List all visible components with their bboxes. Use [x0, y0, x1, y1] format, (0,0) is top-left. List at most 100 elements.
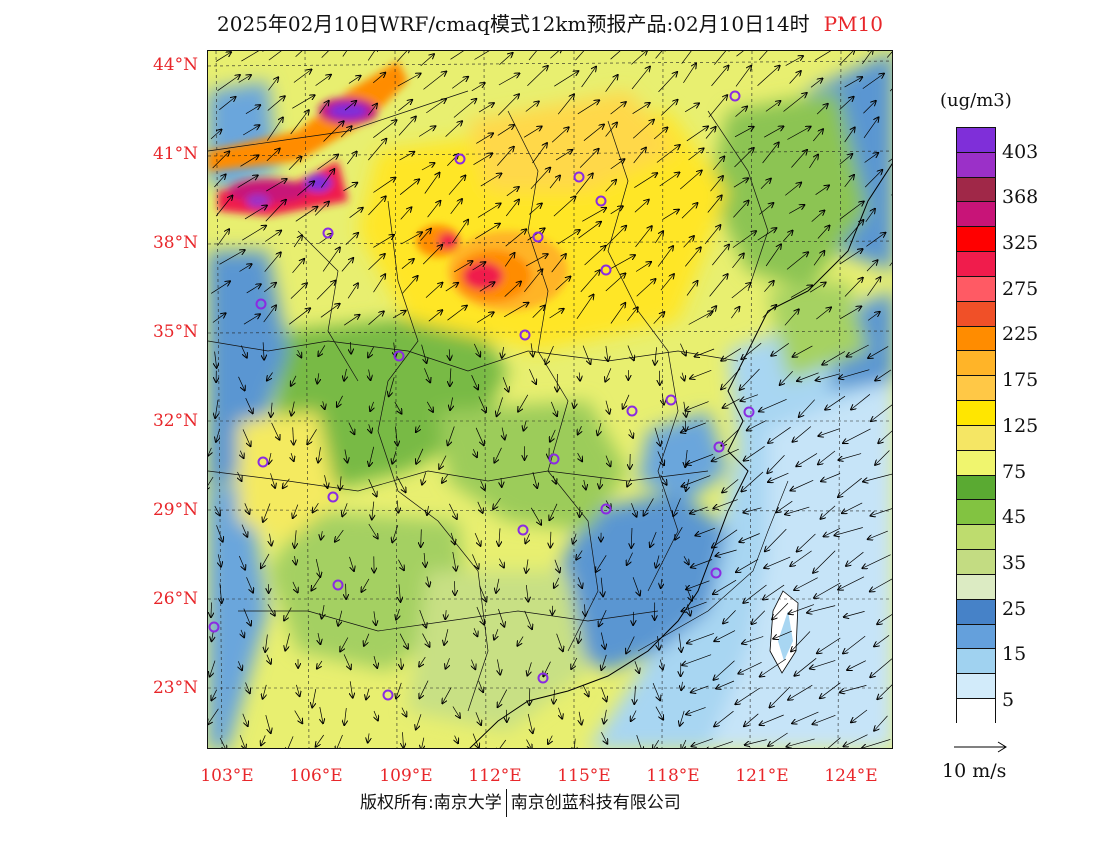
city-marker	[548, 453, 560, 465]
wind-arrow	[238, 376, 245, 391]
wind-arrow	[291, 375, 297, 386]
lat-label-29: 29°N	[152, 500, 198, 520]
wind-arrow	[367, 51, 378, 61]
wind-arrow	[655, 231, 663, 244]
wind-arrow	[875, 450, 890, 465]
wind-arrow	[601, 577, 603, 597]
wind-arrow	[261, 735, 265, 745]
wind-arrow	[208, 447, 211, 456]
wind-arrow	[680, 710, 685, 726]
wind-arrow	[474, 51, 490, 60]
wind-arrow	[298, 349, 302, 357]
wind-arrow	[658, 72, 678, 93]
wind-arrow	[871, 404, 892, 422]
legend-swatch	[957, 574, 995, 600]
wind-arrow	[688, 311, 713, 325]
wind-arrow	[656, 555, 659, 568]
wind-arrow	[215, 52, 231, 62]
wind-arrow	[691, 685, 709, 692]
wind-arrow	[451, 77, 468, 89]
legend-swatch	[957, 425, 995, 451]
wind-arrow	[368, 254, 385, 271]
wind-arrow	[450, 51, 464, 60]
wind-arrow	[322, 605, 325, 618]
wind-arrow	[241, 629, 244, 637]
wind-arrow	[762, 143, 779, 164]
wind-arrow	[866, 260, 878, 272]
wind-arrow	[780, 371, 793, 385]
wind-arrow	[498, 94, 519, 116]
wind-arrow	[877, 614, 892, 625]
wind-arrow	[605, 273, 626, 292]
wind-arrow	[600, 632, 605, 649]
copyright-footer: 版权所有:南京大学 南京创蓝科技有限公司	[360, 788, 681, 817]
wind-arrow	[844, 220, 864, 242]
color-legend	[956, 127, 996, 724]
wind-arrow	[627, 478, 631, 487]
wind-arrow	[553, 475, 556, 484]
wind-arrow	[297, 181, 314, 196]
wind-arrow	[426, 99, 446, 114]
wind-arrow	[631, 527, 632, 548]
wind-arrow	[721, 348, 741, 360]
wind-arrow	[502, 427, 505, 440]
wind-arrow	[312, 688, 317, 707]
wind-arrow	[820, 682, 841, 698]
pm10-hotspots	[208, 61, 568, 311]
wind-arrow	[631, 67, 650, 90]
legend-tick: 325	[1002, 232, 1039, 254]
wind-arrow	[546, 345, 554, 364]
wind-arrow	[655, 51, 666, 59]
wind-arrow	[578, 426, 582, 434]
wind-arrow	[448, 176, 465, 195]
wind-arrow	[455, 735, 458, 744]
wind-arrow	[452, 220, 468, 244]
wind-arrow	[219, 737, 226, 748]
wind-arrow	[479, 282, 495, 292]
wind-arrow	[794, 658, 817, 676]
wind-arrow	[744, 713, 759, 726]
wind-arrow	[768, 732, 788, 746]
wind-arrow	[498, 73, 520, 86]
wind-arrow	[734, 127, 754, 138]
wind-arrow	[811, 211, 825, 222]
wind-arrow	[868, 530, 888, 539]
wind-arrow	[844, 611, 865, 617]
wind-arrow	[713, 157, 724, 171]
wind-arrow	[834, 527, 863, 536]
wind-arrow	[681, 203, 698, 219]
wind-arrow	[888, 158, 892, 162]
wind-arrow	[210, 660, 216, 677]
wind-arrow	[839, 306, 861, 320]
wind-arrow	[813, 550, 836, 573]
wind-arrow	[551, 254, 566, 273]
wind-arrow	[526, 559, 528, 572]
city-marker	[332, 579, 344, 591]
wind-arrow	[818, 450, 836, 464]
city-marker	[710, 567, 722, 579]
wind-arrow	[790, 550, 812, 566]
wind-arrow	[525, 533, 529, 544]
wind-arrow	[442, 474, 448, 483]
wind-arrow	[317, 373, 319, 383]
wind-arrow	[760, 179, 771, 189]
wind-arrow	[813, 714, 836, 724]
wind-arrow	[807, 605, 836, 613]
legend-swatch	[957, 450, 995, 476]
wind-arrow	[374, 710, 378, 720]
wind-arrow	[394, 401, 402, 414]
wind-arrow	[816, 373, 841, 381]
wind-arrow	[787, 738, 815, 747]
wind-arrow	[815, 185, 829, 195]
wind-arrow	[763, 584, 785, 599]
wind-arrow	[369, 446, 375, 466]
wind-arrow	[660, 274, 674, 291]
wind-arrow	[690, 506, 708, 514]
wind-arrow	[605, 226, 626, 247]
wind-arrow	[497, 147, 514, 166]
wind-arrow	[473, 153, 493, 165]
wind-arrow	[571, 657, 578, 669]
wind-arrow	[340, 637, 349, 652]
wind-arrow	[368, 479, 377, 496]
wind-arrow	[267, 96, 285, 111]
